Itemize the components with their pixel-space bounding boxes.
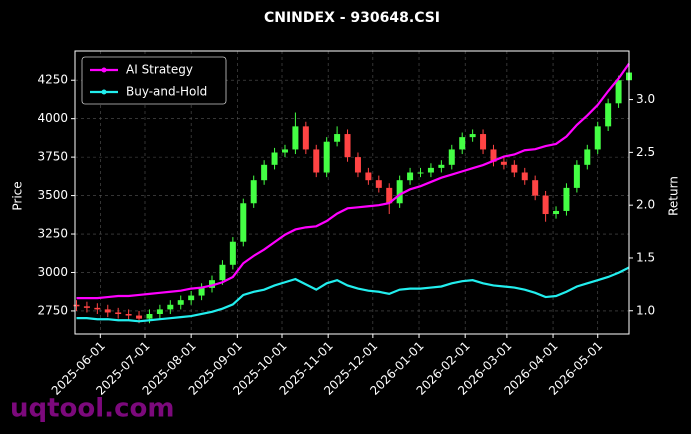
candle-body bbox=[209, 280, 216, 288]
candle-body bbox=[480, 134, 487, 150]
candle-body bbox=[386, 187, 393, 204]
candle-body bbox=[532, 180, 539, 196]
candle-body bbox=[104, 309, 111, 313]
candle-body bbox=[281, 149, 288, 153]
candle-body bbox=[229, 241, 236, 265]
candle-body bbox=[323, 141, 330, 173]
candle-body bbox=[146, 314, 153, 319]
y2-tick-label: 1.0 bbox=[636, 303, 655, 317]
candle-body bbox=[344, 134, 351, 158]
candle-body bbox=[83, 306, 90, 308]
y-tick-label: 3000 bbox=[37, 265, 68, 279]
candle-body bbox=[156, 309, 163, 315]
candle-body bbox=[615, 80, 622, 104]
candle-body bbox=[553, 210, 560, 215]
legend-label: AI Strategy bbox=[126, 63, 193, 77]
chart-title: CNINDEX - 930648.CSI bbox=[264, 10, 440, 26]
y2-tick-label: 2.5 bbox=[636, 145, 655, 159]
candle-body bbox=[605, 103, 612, 127]
candle-body bbox=[125, 314, 132, 316]
candle-body bbox=[407, 172, 414, 181]
y-tick-label: 3750 bbox=[37, 150, 68, 164]
candle-body bbox=[240, 203, 247, 242]
y-tick-label: 2750 bbox=[37, 303, 68, 317]
candle-body bbox=[271, 152, 278, 165]
candle-body bbox=[438, 164, 445, 168]
candle-body bbox=[521, 172, 528, 181]
candle-body bbox=[427, 167, 434, 173]
y-tick-label: 3500 bbox=[37, 188, 68, 202]
candle-body bbox=[573, 164, 580, 188]
candle-body bbox=[365, 172, 372, 181]
candle-body bbox=[563, 187, 570, 211]
y-axis-label: Price bbox=[11, 181, 25, 210]
candle-body bbox=[584, 149, 591, 165]
candle-body bbox=[313, 149, 320, 173]
y-tick-label: 3250 bbox=[37, 227, 68, 241]
candle-body bbox=[354, 157, 361, 173]
y2-tick-label: 3.0 bbox=[636, 92, 655, 106]
candle-body bbox=[375, 180, 382, 188]
candle-body bbox=[198, 287, 205, 296]
candle-body bbox=[136, 315, 143, 319]
candle-body bbox=[511, 164, 518, 173]
candle-body bbox=[250, 180, 257, 204]
candle-body bbox=[469, 134, 476, 138]
y-tick-label: 4250 bbox=[37, 73, 68, 87]
line-series bbox=[76, 63, 630, 300]
line-series bbox=[76, 266, 630, 323]
candle-body bbox=[292, 126, 299, 150]
candle-body bbox=[396, 180, 403, 204]
candle-body bbox=[417, 172, 424, 174]
candle-body bbox=[594, 126, 601, 150]
legend-marker bbox=[101, 89, 107, 95]
y2-axis-label: Return bbox=[667, 176, 681, 216]
legend-label: Buy-and-Hold bbox=[126, 85, 207, 99]
candle-body bbox=[115, 312, 122, 315]
candle-body bbox=[188, 295, 195, 301]
candle-body bbox=[459, 137, 466, 150]
watermark: uqtool.com bbox=[10, 394, 174, 424]
candle-body bbox=[261, 164, 268, 181]
candle-body bbox=[94, 307, 101, 310]
candle-body bbox=[448, 149, 455, 165]
y2-tick-label: 2.0 bbox=[636, 198, 655, 212]
candle-body bbox=[302, 126, 309, 150]
candle-body bbox=[500, 161, 507, 165]
legend-marker bbox=[101, 67, 107, 73]
candle-body bbox=[73, 304, 80, 307]
candle-body bbox=[177, 300, 184, 305]
y2-tick-label: 1.5 bbox=[636, 250, 655, 264]
candle-body bbox=[219, 264, 226, 281]
y-tick-label: 4000 bbox=[37, 111, 68, 125]
candle-body bbox=[490, 149, 497, 162]
candle-body bbox=[167, 304, 174, 310]
candle-body bbox=[542, 195, 549, 215]
plot-frame bbox=[74, 50, 630, 335]
candle-body bbox=[334, 134, 341, 142]
